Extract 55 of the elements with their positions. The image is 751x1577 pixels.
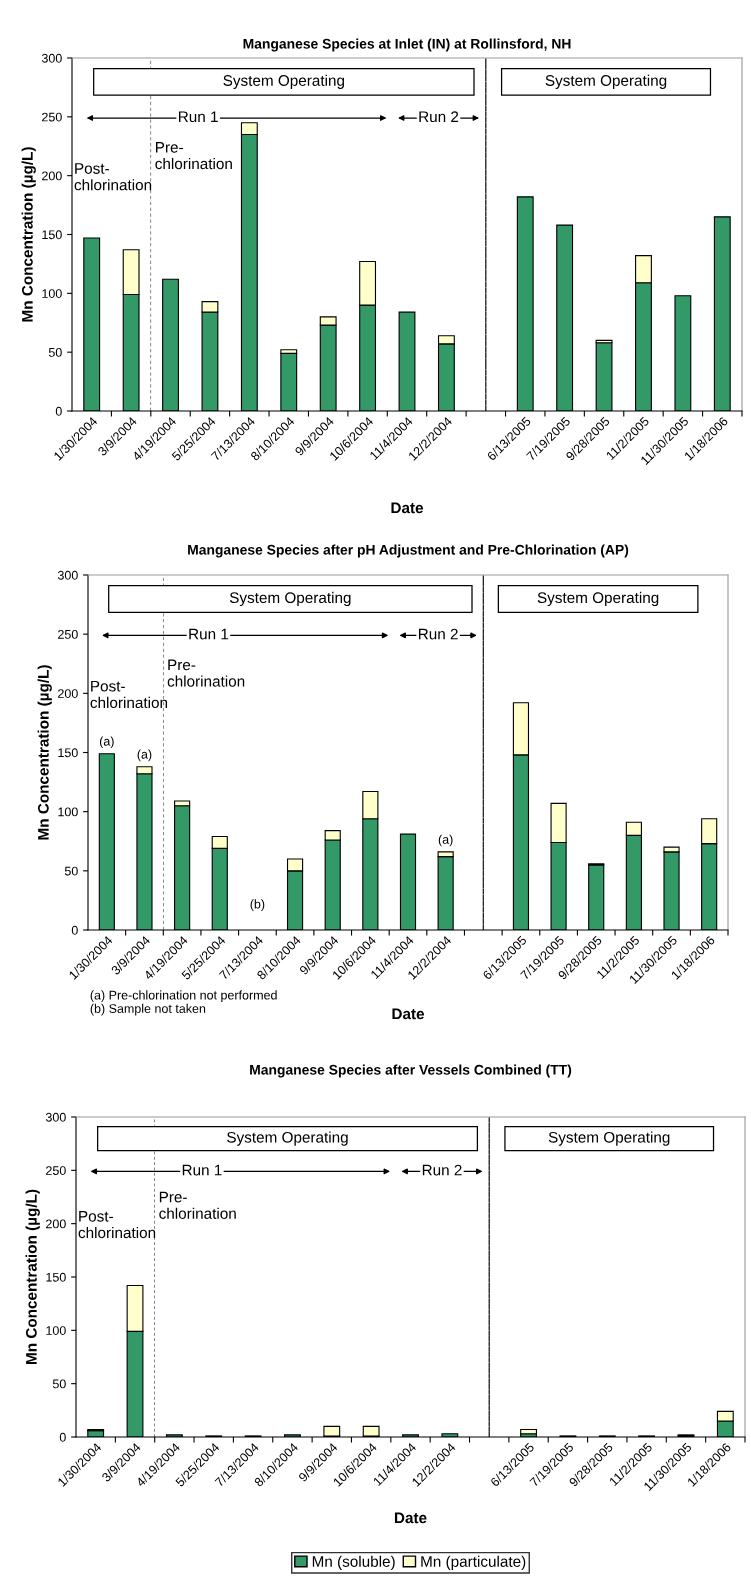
annotation: Pre- chlorination [159, 1191, 236, 1219]
y-axis-title: Mn Concentration (µg/L) [21, 147, 36, 322]
y-tick-label: 0 [59, 1432, 66, 1442]
annotation: System Operating [223, 74, 344, 89]
y-tick-label: 250 [42, 112, 62, 122]
annotation: (a) [137, 749, 152, 762]
y-tick-label: 300 [57, 570, 78, 580]
annotation: System Operating [227, 1131, 348, 1146]
y-tick-label: 300 [41, 53, 62, 63]
annotation: Pre- chlorination [155, 142, 232, 170]
legend-label: Mn (soluble) [312, 1555, 395, 1570]
annotation: Pre- chlorination [167, 659, 245, 687]
y-tick-label: 100 [42, 289, 62, 298]
y-tick-label: 300 [45, 1112, 66, 1122]
y-tick-label: 250 [46, 1166, 66, 1175]
annotation: Post- chlorination [90, 680, 168, 709]
text: (a) Pre-chlorination not performed (b) Sample not taken [90, 990, 277, 1016]
annotation: (a) [438, 834, 453, 847]
annotation: Post- chlorination [78, 1211, 156, 1239]
annotation: Run 1 [189, 628, 229, 640]
y-tick-label: 50 [64, 866, 78, 876]
y-tick-label: 150 [42, 230, 62, 240]
chart-title: Manganese Species after pH Adjustment and Pre-Chlorination (AP) [188, 544, 629, 558]
annotation: System Operating [229, 591, 351, 607]
annotation: Run 2 [418, 628, 458, 640]
y-tick-label: 100 [58, 807, 78, 817]
annotation: (b) [250, 899, 265, 911]
annotation: Run 1 [178, 111, 218, 123]
y-tick-label: 50 [52, 1379, 66, 1389]
annotation: System Operating [545, 74, 667, 89]
annotation: Run 2 [419, 111, 459, 123]
x-axis-title: Date [391, 502, 424, 514]
y-tick-label: 100 [46, 1326, 66, 1335]
y-tick-label: 0 [71, 925, 78, 935]
chart-title: Manganese Species at Inlet (IN) at Rollinsford, NH [243, 38, 571, 52]
y-tick-label: 250 [58, 629, 78, 639]
annotation: Run 2 [422, 1164, 462, 1176]
y-axis-title: Mn Concentration (µg/L) [37, 665, 52, 840]
chart-title: Manganese Species after Vessels Combined (TT) [250, 1064, 572, 1078]
y-tick-label: 150 [58, 748, 78, 758]
legend-label: Mn (particulate) [421, 1555, 526, 1570]
y-axis-title: Mn Concentration (µg/L) [25, 1189, 40, 1364]
annotation: (a) [99, 736, 114, 749]
y-tick-label: 150 [46, 1272, 66, 1282]
annotation: Run 1 [182, 1164, 222, 1176]
x-axis-title: Date [392, 1008, 425, 1020]
y-tick-label: 200 [42, 171, 62, 181]
y-tick-label: 50 [48, 347, 62, 357]
annotation: Post- chlorination [74, 163, 152, 191]
y-tick-label: 0 [55, 406, 62, 416]
y-tick-label: 200 [58, 689, 78, 698]
x-axis-title: Date [394, 1512, 427, 1524]
y-tick-label: 200 [46, 1219, 66, 1229]
annotation: System Operating [537, 591, 659, 607]
annotation: System Operating [548, 1131, 670, 1146]
